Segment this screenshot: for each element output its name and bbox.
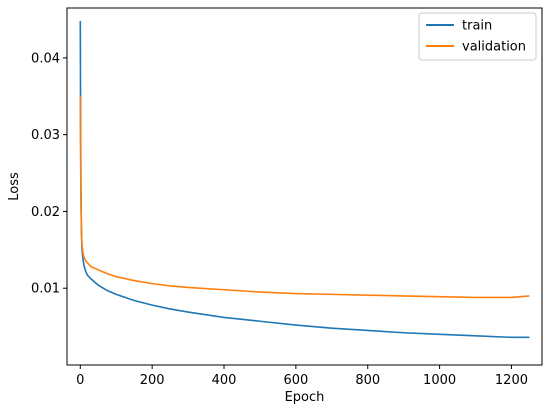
y-tick-label: 0.01 xyxy=(31,282,60,297)
x-tick-label: 600 xyxy=(283,373,308,388)
y-tick-label: 0.04 xyxy=(31,51,60,66)
y-tick-label: 0.02 xyxy=(31,205,60,220)
legend-label-validation: validation xyxy=(462,40,526,55)
x-tick-label: 1200 xyxy=(495,373,528,388)
legend-label-train: train xyxy=(462,19,492,34)
legend: train validation xyxy=(418,12,537,61)
x-tick-label: 0 xyxy=(76,373,84,388)
axes-frame xyxy=(66,7,543,366)
x-tick-label: 400 xyxy=(212,373,237,388)
x-tick-label: 200 xyxy=(140,373,165,388)
x-tick-label: 800 xyxy=(355,373,380,388)
x-axis-label: Epoch xyxy=(285,390,325,405)
y-axis: 0.01 0.02 0.03 0.04 xyxy=(31,51,67,297)
y-tick-label: 0.03 xyxy=(31,128,60,143)
series-line-train xyxy=(79,21,530,339)
x-tick-label: 1000 xyxy=(423,373,456,388)
series-line-validation xyxy=(79,96,530,299)
x-axis: 0 200 400 600 800 1000 1200 xyxy=(76,365,528,388)
y-axis-label: Loss xyxy=(7,172,22,201)
plot-lines xyxy=(79,21,530,339)
